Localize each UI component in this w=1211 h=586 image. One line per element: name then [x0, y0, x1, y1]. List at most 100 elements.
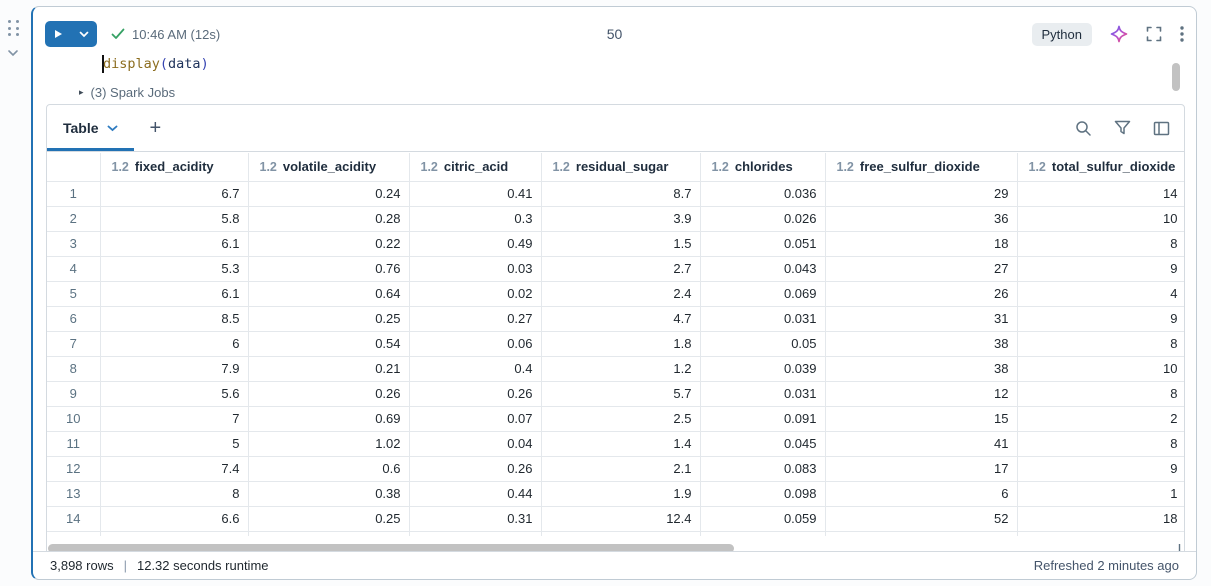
table-cell[interactable]: 0.54: [248, 331, 410, 357]
table-cell[interactable]: 0.22: [248, 231, 410, 257]
table-cell[interactable]: 38: [825, 356, 1018, 382]
table-cell[interactable]: 6.6: [100, 506, 249, 532]
vertical-scrollbar-thumb[interactable]: [1172, 63, 1180, 91]
table-cell[interactable]: 5.6: [100, 381, 249, 407]
cell-drag-handle-icon[interactable]: [8, 20, 22, 38]
table-cell[interactable]: 27: [825, 256, 1018, 282]
table-cell[interactable]: 5: [100, 431, 249, 457]
table-cell[interactable]: 2.1: [541, 456, 701, 482]
table-cell[interactable]: 52: [825, 506, 1018, 532]
table-cell[interactable]: 0.098: [700, 481, 826, 507]
table-cell[interactable]: 5.7: [541, 381, 701, 407]
table-cell[interactable]: 0.039: [700, 356, 826, 382]
table-cell[interactable]: 26: [825, 281, 1018, 307]
table-cell[interactable]: 12.4: [541, 506, 701, 532]
table-cell[interactable]: 0.083: [700, 456, 826, 482]
table-cell[interactable]: 0.41: [409, 181, 542, 207]
table-cell[interactable]: 0.64: [248, 281, 410, 307]
table-cell[interactable]: 6: [100, 331, 249, 357]
filter-icon[interactable]: [1114, 120, 1131, 136]
table-cell[interactable]: 5.8: [100, 206, 249, 232]
table-cell[interactable]: 1.4: [541, 431, 701, 457]
table-cell[interactable]: 9: [1017, 306, 1184, 332]
table-cell[interactable]: 5.3: [100, 256, 249, 282]
cell-menu-kebab-icon[interactable]: [1180, 26, 1184, 42]
table-cell[interactable]: 8: [1017, 331, 1184, 357]
table-cell[interactable]: 0.69: [248, 406, 410, 432]
column-header-residual_sugar[interactable]: 1.2 residual_sugar: [541, 153, 701, 182]
table-cell[interactable]: 9: [1017, 256, 1184, 282]
table-cell[interactable]: 2.4: [541, 281, 701, 307]
column-header-total_sulfur_dioxide[interactable]: 1.2 total_sulfur_dioxide: [1017, 153, 1184, 182]
run-button[interactable]: [45, 21, 97, 47]
table-cell[interactable]: 0.44: [409, 481, 542, 507]
search-icon[interactable]: [1075, 120, 1092, 137]
table-cell[interactable]: 0.25: [248, 506, 410, 532]
tab-table[interactable]: Table: [47, 105, 134, 151]
table-cell[interactable]: 0.07: [409, 406, 542, 432]
column-header-citric_acid[interactable]: 1.2 citric_acid: [409, 153, 542, 182]
table-cell[interactable]: 0.28: [248, 206, 410, 232]
horizontal-scrollbar-thumb[interactable]: [48, 544, 734, 553]
spark-jobs-expander[interactable]: ▸ (3) Spark Jobs: [79, 85, 175, 100]
table-cell[interactable]: 6.1: [100, 231, 249, 257]
table-cell[interactable]: 0.069: [700, 281, 826, 307]
table-cell[interactable]: 7.9: [100, 356, 249, 382]
table-cell[interactable]: 0.045: [700, 431, 826, 457]
table-cell[interactable]: 29: [825, 181, 1018, 207]
column-header-chlorides[interactable]: 1.2 chlorides: [700, 153, 826, 182]
language-selector[interactable]: Python: [1031, 22, 1092, 46]
table-cell[interactable]: 1.5: [541, 231, 701, 257]
table-cell[interactable]: 1.02: [248, 431, 410, 457]
run-options-chevron-icon[interactable]: [71, 21, 97, 47]
table-cell[interactable]: 0.4: [409, 356, 542, 382]
table-cell[interactable]: 0.06: [409, 331, 542, 357]
table-cell[interactable]: 3.9: [541, 206, 701, 232]
table-cell[interactable]: 9: [1017, 456, 1184, 482]
table-cell[interactable]: 0.031: [700, 381, 826, 407]
table-cell[interactable]: 41: [825, 431, 1018, 457]
column-header-volatile_acidity[interactable]: 1.2 volatile_acidity: [248, 153, 410, 182]
table-cell[interactable]: 1.8: [541, 331, 701, 357]
table-cell[interactable]: 10: [1017, 206, 1184, 232]
table-cell[interactable]: 6.7: [100, 181, 249, 207]
table-cell[interactable]: 0.043: [700, 256, 826, 282]
table-cell[interactable]: 0.26: [409, 381, 542, 407]
table-cell[interactable]: 1.9: [541, 481, 701, 507]
cell-collapse-chevron-icon[interactable]: [7, 49, 19, 57]
table-cell[interactable]: 1: [1017, 481, 1184, 507]
table-cell[interactable]: 18: [825, 231, 1018, 257]
table-cell[interactable]: 0.091: [700, 406, 826, 432]
table-cell[interactable]: 18: [1017, 506, 1184, 532]
code-editor[interactable]: display(data): [103, 56, 209, 72]
table-cell[interactable]: 6.1: [100, 281, 249, 307]
table-cell[interactable]: 12: [825, 381, 1018, 407]
table-cell[interactable]: 14: [1017, 181, 1184, 207]
table-cell[interactable]: 0.02: [409, 281, 542, 307]
table-cell[interactable]: 0.21: [248, 356, 410, 382]
table-cell[interactable]: 0.31: [409, 506, 542, 532]
table-cell[interactable]: 38: [825, 331, 1018, 357]
add-visualization-button[interactable]: +: [144, 116, 168, 140]
table-cell[interactable]: 1.2: [541, 356, 701, 382]
table-cell[interactable]: 8: [1017, 381, 1184, 407]
table-cell[interactable]: 15: [825, 406, 1018, 432]
vertical-scrollbar[interactable]: [1172, 63, 1180, 443]
table-cell[interactable]: 4: [1017, 281, 1184, 307]
table-cell[interactable]: 0.051: [700, 231, 826, 257]
assistant-sparkle-icon[interactable]: [1110, 25, 1128, 43]
table-cell[interactable]: 6: [825, 481, 1018, 507]
table-cell[interactable]: 0.6: [248, 456, 410, 482]
table-cell[interactable]: 0.24: [248, 181, 410, 207]
table-cell[interactable]: 0.38: [248, 481, 410, 507]
table-cell[interactable]: 0.05: [700, 331, 826, 357]
table-cell[interactable]: 8: [1017, 431, 1184, 457]
table-cell[interactable]: 8: [1017, 231, 1184, 257]
table-cell[interactable]: 0.26: [409, 456, 542, 482]
fullscreen-icon[interactable]: [1146, 26, 1162, 42]
table-cell[interactable]: 0.036: [700, 181, 826, 207]
table-cell[interactable]: 7: [100, 406, 249, 432]
table-cell[interactable]: 0.059: [700, 506, 826, 532]
table-cell[interactable]: 8.5: [100, 306, 249, 332]
play-icon[interactable]: [45, 21, 71, 47]
